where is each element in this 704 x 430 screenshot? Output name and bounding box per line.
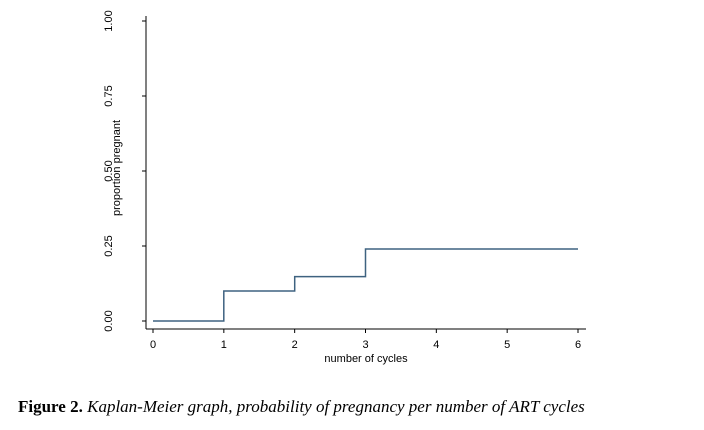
figure-label: Figure 2. (18, 397, 83, 416)
y-tick-label: 0.50 (103, 160, 115, 181)
x-tick-label: 5 (504, 339, 510, 351)
x-tick-label: 4 (433, 339, 439, 351)
y-tick-label: 1.00 (103, 10, 115, 31)
x-axis-title: number of cycles (324, 353, 408, 365)
km-survival-step-line (153, 248, 578, 322)
figure-caption-text: Kaplan-Meier graph, probability of pregn… (87, 397, 585, 416)
figure-caption: Figure 2. Kaplan-Meier graph, probabilit… (18, 397, 698, 417)
y-tick-label: 0.75 (103, 85, 115, 106)
y-tick-label: 0.25 (103, 235, 115, 256)
x-tick-label: 3 (362, 339, 368, 351)
y-axis-title: proportion pregnant (111, 120, 123, 216)
y-axis-ticks: 0.00 0.25 0.50 0.75 1.00 (103, 10, 146, 332)
x-tick-label: 6 (575, 339, 581, 351)
x-tick-label: 0 (150, 339, 156, 351)
x-tick-label: 1 (221, 339, 227, 351)
y-tick-label: 0.00 (103, 310, 115, 331)
kaplan-meier-chart: 0.00 0.25 0.50 0.75 1.00 0 1 2 3 4 5 6 proportion … (103, 10, 586, 365)
x-tick-label: 2 (292, 339, 298, 351)
x-axis-ticks: 0 1 2 3 4 5 6 (150, 329, 581, 351)
